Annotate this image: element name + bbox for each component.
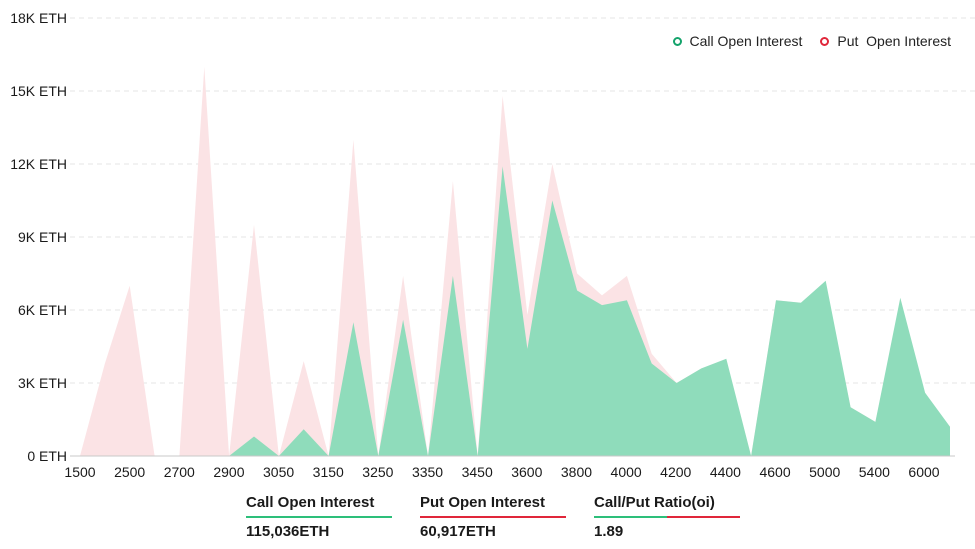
x-tick-label: 3600: [511, 464, 542, 480]
y-tick-label: 9K ETH: [18, 229, 67, 245]
stat-value: 115,036ETH: [246, 523, 330, 540]
stat-label: Call Open Interest: [246, 494, 375, 511]
x-tick-label: 4600: [759, 464, 790, 480]
y-tick-label: 3K ETH: [18, 375, 67, 391]
stat-call-put-ratio: Call/Put Ratio(oi) 1.89: [594, 494, 740, 540]
x-tick-label: 3350: [412, 464, 443, 480]
call-open-interest-area[interactable]: [80, 166, 950, 456]
legend-put-label: Put Open Interest: [837, 33, 951, 49]
stat-put-open-interest: Put Open Interest 60,917ETH: [420, 494, 566, 540]
stat-value: 1.89: [594, 523, 624, 540]
stat-label: Put Open Interest: [420, 494, 546, 511]
x-tick-label: 4200: [660, 464, 691, 480]
x-tick-label: 4400: [710, 464, 741, 480]
summary-stats: Call Open Interest 115,036ETH Put Open I…: [246, 494, 740, 540]
y-tick-label: 15K ETH: [10, 83, 67, 99]
stat-call-open-interest: Call Open Interest 115,036ETH: [246, 494, 392, 540]
x-tick-label: 1500: [64, 464, 95, 480]
put-marker-icon: [820, 36, 830, 46]
legend-call-label: Call Open Interest: [689, 33, 803, 49]
x-tick-label: 3250: [362, 464, 393, 480]
x-axis: 1500 2500 2700 2900 3050 3150 3250 3350 3450 3600…: [64, 455, 955, 480]
legend-item-put[interactable]: Put Open Interest: [820, 33, 951, 49]
y-tick-label: 12K ETH: [10, 156, 67, 172]
x-tick-label: 5400: [859, 464, 890, 480]
stat-underline: [594, 516, 740, 518]
x-tick-label: 3050: [263, 464, 294, 480]
x-tick-label: 2700: [164, 464, 195, 480]
stat-underline: [420, 516, 566, 518]
y-tick-label: 0 ETH: [27, 448, 67, 464]
x-tick-label: 3150: [313, 464, 344, 480]
x-tick-label: 2900: [213, 464, 244, 480]
y-tick-label: 6K ETH: [18, 302, 67, 318]
series-areas: [80, 66, 950, 456]
y-tick-label: 18K ETH: [10, 10, 67, 26]
y-axis: 0 ETH 3K ETH 6K ETH 9K ETH 12K ETH 15K ETH 18K…: [10, 10, 67, 464]
stat-underline: [246, 516, 392, 518]
x-tick-label: 6000: [908, 464, 939, 480]
stat-label: Call/Put Ratio(oi): [594, 494, 715, 511]
stat-value: 60,917ETH: [420, 523, 496, 540]
x-tick-label: 3800: [561, 464, 592, 480]
x-tick-label: 3450: [462, 464, 493, 480]
x-tick-label: 4000: [611, 464, 642, 480]
legend: Call Open Interest Put Open Interest: [672, 33, 951, 49]
x-tick-label: 2500: [114, 464, 145, 480]
x-tick-label: 5000: [809, 464, 840, 480]
call-marker-icon: [672, 36, 682, 46]
legend-item-call[interactable]: Call Open Interest: [672, 33, 803, 49]
